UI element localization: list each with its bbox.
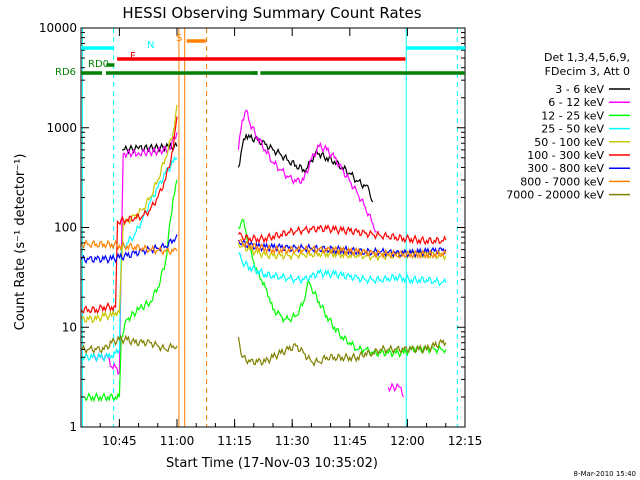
x-tick-label: 10:45 [102, 434, 137, 448]
plot-area [80, 28, 458, 427]
y-tick-label: 1 [69, 420, 77, 434]
x-tick-label: 12:00 [390, 434, 425, 448]
series-line [237, 224, 447, 246]
footer-date: 8-Mar-2010 15:40 [574, 470, 636, 478]
x-tick-label: 11:30 [275, 434, 310, 448]
y-axis-label: Count Rate (s⁻¹ detector⁻¹) [13, 154, 28, 331]
series-line [237, 336, 447, 367]
series-line [237, 238, 447, 260]
legend-entry-label: 100 - 300 keV [527, 149, 604, 162]
legend-entry-label: 50 - 100 keV [534, 136, 604, 149]
flag-label: RD6 [55, 67, 76, 78]
axis-ticks: 10:45 11:00 11:15 11:30 11:45 12:00 12:15 1 10 10… [39, 21, 482, 448]
legend-entry-label: 12 - 25 keV [541, 109, 604, 122]
x-axis-label: Start Time (17-Nov-03 10:35:02) [166, 456, 378, 471]
legend-entry-label: 300 - 800 keV [527, 162, 604, 175]
series-line [238, 218, 447, 359]
flag-label: N [147, 40, 154, 51]
x-tick-label: 12:15 [448, 434, 483, 448]
series-line [387, 382, 405, 398]
legend-entry-label: 25 - 50 keV [541, 123, 604, 136]
flag-bars: N S F RD0 RD6 [55, 33, 465, 78]
chart-title: HESSI Observing Summary Count Rates [122, 4, 421, 22]
series-line [84, 179, 178, 403]
y-tick-label: 10 [62, 320, 77, 334]
y-tick-label: 1000 [46, 121, 77, 135]
series-line [80, 334, 178, 355]
legend-header-line: Det 1,3,4,5,6,9, [544, 51, 630, 64]
flag-label: F [130, 51, 136, 62]
x-tick-label: 11:15 [217, 434, 252, 448]
legend-entry-label: 3 - 6 keV [555, 83, 604, 96]
flag-label: S [176, 33, 182, 44]
legend-entry-label: 800 - 7000 keV [520, 175, 604, 188]
legend-entry-label: 7000 - 20000 keV [506, 189, 604, 202]
legend-header-line: FDecim 3, Att 0 [545, 65, 630, 78]
y-tick-label: 10000 [39, 21, 77, 35]
series-line [80, 155, 178, 363]
y-tick-label: 100 [54, 221, 77, 235]
series-line [80, 116, 178, 315]
x-tick-label: 11:45 [333, 434, 368, 448]
x-tick-label: 11:00 [160, 434, 195, 448]
series-line [238, 252, 447, 287]
series-line [237, 109, 377, 233]
series-line [237, 132, 374, 203]
legend-entry-label: 6 - 12 keV [548, 96, 604, 109]
series-line [80, 104, 178, 324]
series-line [80, 239, 178, 256]
flag-label: RD0 [88, 59, 109, 70]
